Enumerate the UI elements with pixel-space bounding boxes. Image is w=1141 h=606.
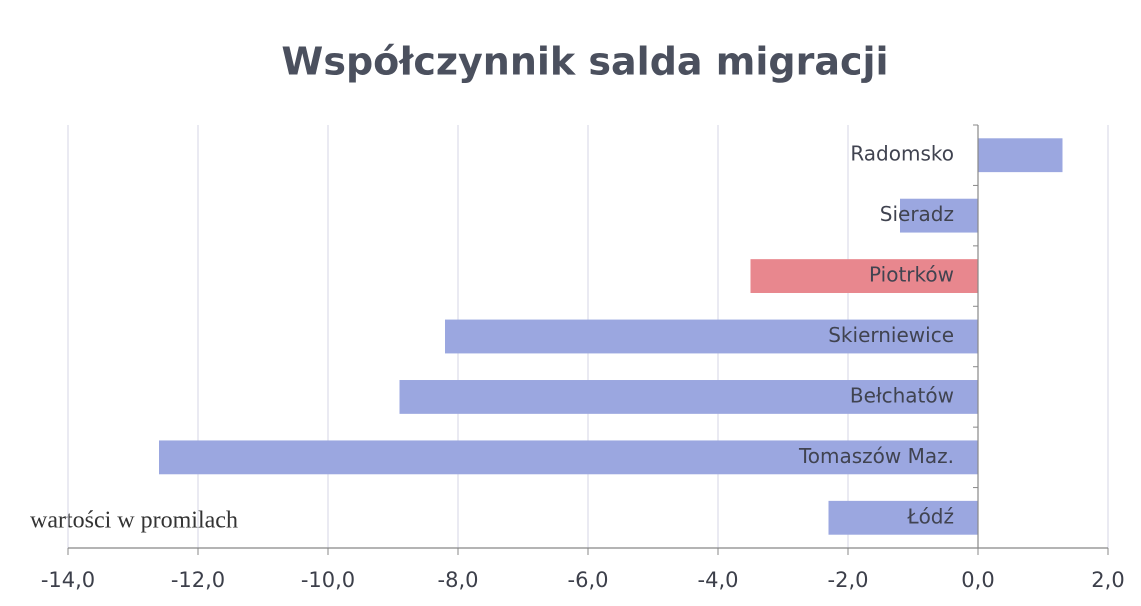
category-label: Skierniewice: [828, 323, 954, 347]
category-label: Łódź: [906, 504, 954, 528]
x-tick-label: 0,0: [961, 568, 994, 592]
category-label: Piotrków: [869, 263, 954, 287]
bar: [159, 440, 978, 475]
x-tick-label: -4,0: [698, 568, 739, 592]
category-label: Radomsko: [850, 142, 954, 166]
bar: [445, 319, 978, 354]
bar: [900, 198, 978, 233]
bar: [399, 380, 978, 414]
bar: [978, 138, 1063, 173]
category-label: Sieradz: [880, 202, 954, 226]
x-tick-label: 2,0: [1091, 568, 1124, 592]
x-tick-label: -8,0: [438, 568, 479, 592]
x-tick-label: -10,0: [301, 568, 355, 592]
chart-title: Współczynnik salda migracji: [281, 40, 888, 84]
annotation: wartości w promilach: [30, 508, 238, 534]
bar: [750, 259, 978, 293]
x-tick-label: -12,0: [171, 568, 225, 592]
x-tick-label: -6,0: [568, 568, 609, 592]
category-label: Bełchatów: [850, 383, 954, 407]
category-label: Tomaszów Maz.: [798, 444, 954, 468]
bar: [828, 500, 978, 535]
x-tick-label: -14,0: [41, 568, 95, 592]
x-tick-label: -2,0: [828, 568, 869, 592]
